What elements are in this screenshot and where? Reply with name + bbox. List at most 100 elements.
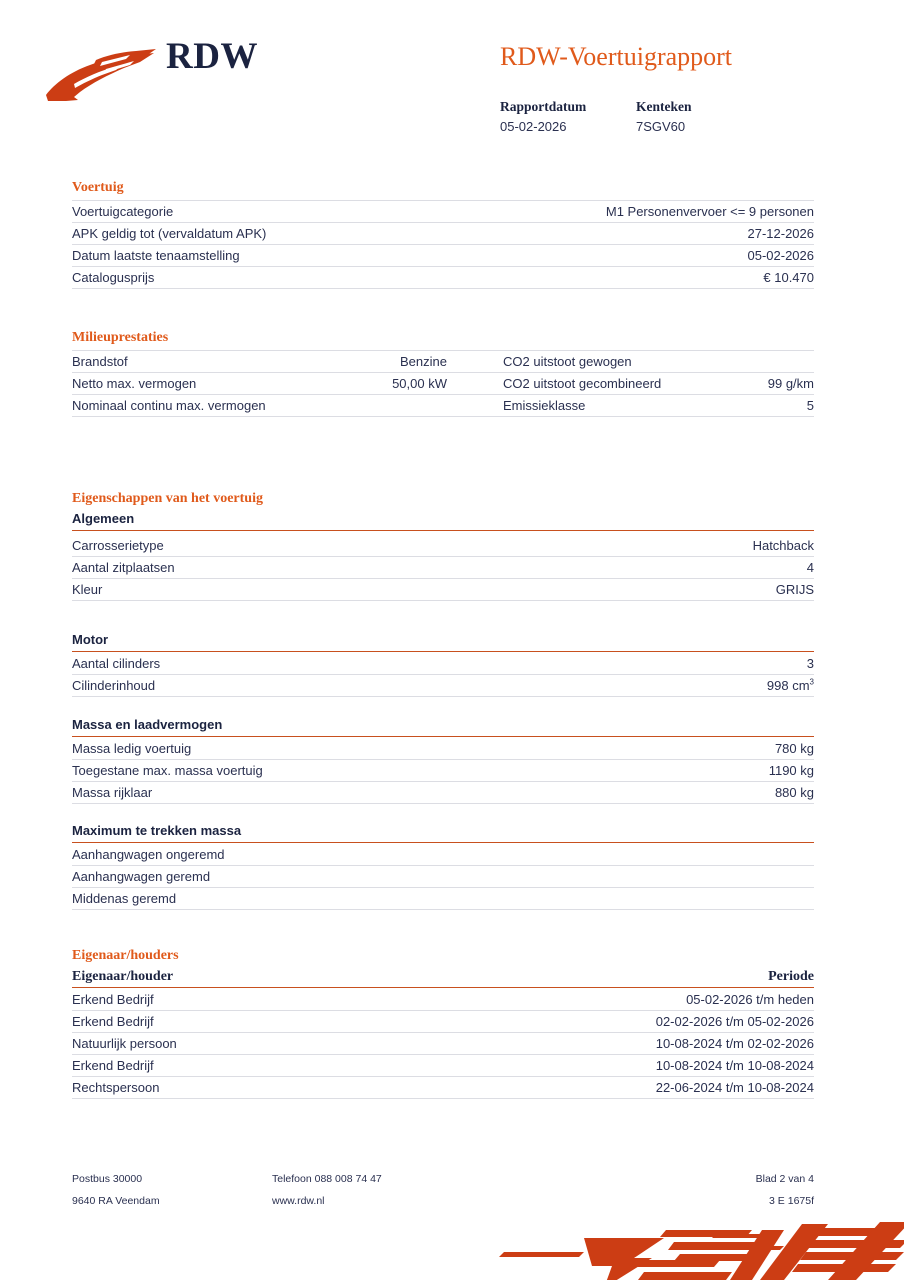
- table-row: Massa rijklaar 880 kg: [72, 781, 814, 804]
- page-footer: Postbus 30000 Telefoon 088 008 74 47 Bla…: [72, 1168, 814, 1212]
- vehicle-table: Voertuigcategorie M1 Personenvervoer <= …: [72, 200, 814, 289]
- owner-period: 05-02-2026 t/m heden: [686, 992, 814, 1007]
- table-row: Voertuigcategorie M1 Personenvervoer <= …: [72, 200, 814, 223]
- table-row: APK geldig tot (vervaldatum APK) 27-12-2…: [72, 222, 814, 245]
- row-label-left: Brandstof: [72, 350, 312, 373]
- owner-name: Natuurlijk persoon: [72, 1032, 443, 1055]
- table-row: Massa ledig voertuig 780 kg: [72, 738, 814, 760]
- table-row: Netto max. vermogen 50,00 kW CO2 uitstoo…: [72, 372, 814, 395]
- table-row: Aantal cilinders 3: [72, 653, 814, 675]
- table-row: Cilinderinhoud 998 cm3: [72, 674, 814, 697]
- footer-line-2: 9640 RA Veendam www.rdw.nl 3 E 1675f: [72, 1190, 814, 1212]
- algemeen-table: Carrosserietype Hatchback Aantal zitplaa…: [72, 535, 814, 601]
- subsection-title-algemeen: Algemeen: [72, 511, 814, 531]
- row-value: 05-02-2026: [443, 244, 814, 267]
- row-label-right: CO2 uitstoot gecombineerd: [503, 372, 723, 395]
- row-label: Carrosserietype: [72, 538, 164, 553]
- subsection-title-motor: Motor: [72, 632, 814, 652]
- row-label: Catalogusprijs: [72, 266, 443, 289]
- section-eigenaar-houders: Eigenaar/houders Eigenaar/houder Periode…: [72, 948, 814, 1099]
- table-row: Datum laatste tenaamstelling 05-02-2026: [72, 244, 814, 267]
- rdw-logo: RDW: [44, 38, 304, 110]
- page-title: RDW-Voertuigrapport: [500, 42, 733, 71]
- row-value: 1190 kg: [443, 759, 814, 782]
- section-massa: Massa en laadvermogen Massa ledig voertu…: [72, 715, 814, 804]
- row-value: 27-12-2026: [443, 222, 814, 245]
- table-row: Aanhangwagen ongeremd: [72, 844, 814, 866]
- owner-period: 22-06-2024 t/m 10-08-2024: [443, 1076, 814, 1099]
- footer-website[interactable]: www.rdw.nl: [272, 1195, 325, 1207]
- column-header-name: Eigenaar/houder: [72, 969, 174, 984]
- owner-period: 10-08-2024 t/m 10-08-2024: [443, 1054, 814, 1077]
- table-row: Catalogusprijs € 10.470: [72, 266, 814, 289]
- report-meta: Rapportdatum 05-02-2026 Kenteken 7SGV60: [500, 98, 772, 136]
- row-value: M1 Personenvervoer <= 9 personen: [443, 200, 814, 223]
- massa-table: Massa ledig voertuig 780 kg Toegestane m…: [72, 738, 814, 804]
- table-row: Erkend Bedrijf 05-02-2026 t/m heden: [72, 989, 814, 1011]
- row-label: Massa rijklaar: [72, 781, 443, 804]
- footer-address-line1: Postbus 30000: [72, 1173, 143, 1185]
- table-row: Carrosserietype Hatchback: [72, 535, 814, 557]
- row-value: [443, 844, 814, 866]
- rdw-speed-stripes-decoration-icon: [484, 1210, 904, 1280]
- row-label-right: CO2 uitstoot gewogen: [503, 350, 723, 373]
- motor-table: Aantal cilinders 3 Cilinderinhoud 998 cm…: [72, 653, 814, 697]
- table-row: Brandstof Benzine CO2 uitstoot gewogen: [72, 350, 814, 373]
- report-date-value: 05-02-2026: [500, 119, 567, 134]
- table-row: Erkend Bedrijf 10-08-2024 t/m 10-08-2024: [72, 1054, 814, 1077]
- table-row: Rechtspersoon 22-06-2024 t/m 10-08-2024: [72, 1076, 814, 1099]
- table-row: Middenas geremd: [72, 887, 814, 910]
- section-motor: Motor Aantal cilinders 3 Cilinderinhoud …: [72, 630, 814, 697]
- plate-label: Kenteken: [636, 99, 692, 114]
- row-label: Voertuigcategorie: [72, 200, 443, 223]
- row-label-right: Emissieklasse: [503, 394, 723, 417]
- row-label: Aantal zitplaatsen: [72, 556, 443, 579]
- section-title-voertuig: Voertuig: [72, 180, 124, 195]
- section-title-eigenschappen: Eigenschappen van het voertuig: [72, 491, 263, 506]
- rdw-wordmark: RDW: [166, 36, 258, 77]
- row-label: Middenas geremd: [72, 887, 443, 910]
- trekken-table: Aanhangwagen ongeremd Aanhangwagen gerem…: [72, 844, 814, 910]
- row-value-right: 5: [723, 394, 814, 417]
- table-row: Kleur GRIJS: [72, 578, 814, 601]
- section-milieuprestaties: Milieuprestaties Brandstof Benzine CO2 u…: [72, 330, 814, 417]
- row-label-left: Nominaal continu max. vermogen: [72, 394, 312, 417]
- row-label: Massa ledig voertuig: [72, 741, 192, 756]
- row-value: 3: [806, 656, 814, 671]
- row-value-text: 998 cm: [766, 678, 810, 693]
- footer-line-1: Postbus 30000 Telefoon 088 008 74 47 Bla…: [72, 1168, 814, 1190]
- section-eigenschappen: Eigenschappen van het voertuig Algemeen …: [72, 491, 814, 601]
- table-row: Erkend Bedrijf 02-02-2026 t/m 05-02-2026: [72, 1010, 814, 1033]
- row-value: [443, 865, 814, 888]
- table-row: Nominaal continu max. vermogen Emissiekl…: [72, 394, 814, 417]
- row-label: Aanhangwagen ongeremd: [72, 847, 225, 862]
- section-trekken-massa: Maximum te trekken massa Aanhangwagen on…: [72, 821, 814, 910]
- row-label: Cilinderinhoud: [72, 674, 443, 697]
- row-label: Aanhangwagen geremd: [72, 865, 443, 888]
- section-title-milieuprestaties: Milieuprestaties: [72, 330, 169, 345]
- row-value-left: [312, 394, 453, 417]
- row-value-left: 50,00 kW: [312, 372, 453, 395]
- table-row: Toegestane max. massa voertuig 1190 kg: [72, 759, 814, 782]
- row-value-right: 99 g/km: [723, 372, 814, 395]
- owner-period: 10-08-2024 t/m 02-02-2026: [443, 1032, 814, 1055]
- table-row: Natuurlijk persoon 10-08-2024 t/m 02-02-…: [72, 1032, 814, 1055]
- row-label: Toegestane max. massa voertuig: [72, 759, 443, 782]
- row-label: Datum laatste tenaamstelling: [72, 244, 443, 267]
- row-value: 998 cm3: [443, 674, 814, 697]
- row-value: 780 kg: [774, 741, 814, 756]
- report-date-label: Rapportdatum: [500, 99, 587, 114]
- owner-period: 02-02-2026 t/m 05-02-2026: [443, 1010, 814, 1033]
- subsection-title-trekken: Maximum te trekken massa: [72, 823, 814, 843]
- row-label-left: Netto max. vermogen: [72, 372, 312, 395]
- row-label: Aantal cilinders: [72, 656, 161, 671]
- row-value: [443, 887, 814, 910]
- row-value: Hatchback: [752, 538, 814, 553]
- row-value: € 10.470: [443, 266, 814, 289]
- plate-value: 7SGV60: [636, 119, 686, 134]
- section-voertuig: Voertuig Voertuigcategorie M1 Personenve…: [72, 180, 814, 289]
- plate-block: Kenteken 7SGV60: [636, 98, 772, 136]
- owner-name: Erkend Bedrijf: [72, 1054, 443, 1077]
- section-title-eigenaar-houders: Eigenaar/houders: [72, 948, 179, 963]
